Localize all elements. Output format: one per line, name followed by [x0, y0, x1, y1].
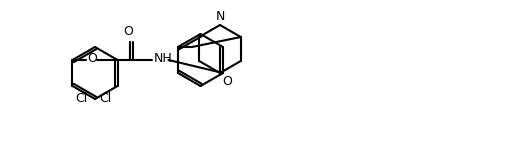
- Text: O: O: [88, 52, 97, 65]
- Text: O: O: [124, 25, 133, 38]
- Text: N: N: [215, 10, 225, 23]
- Text: Cl: Cl: [76, 92, 88, 105]
- Text: Cl: Cl: [99, 92, 112, 105]
- Text: NH: NH: [154, 52, 172, 65]
- Text: O: O: [222, 75, 232, 88]
